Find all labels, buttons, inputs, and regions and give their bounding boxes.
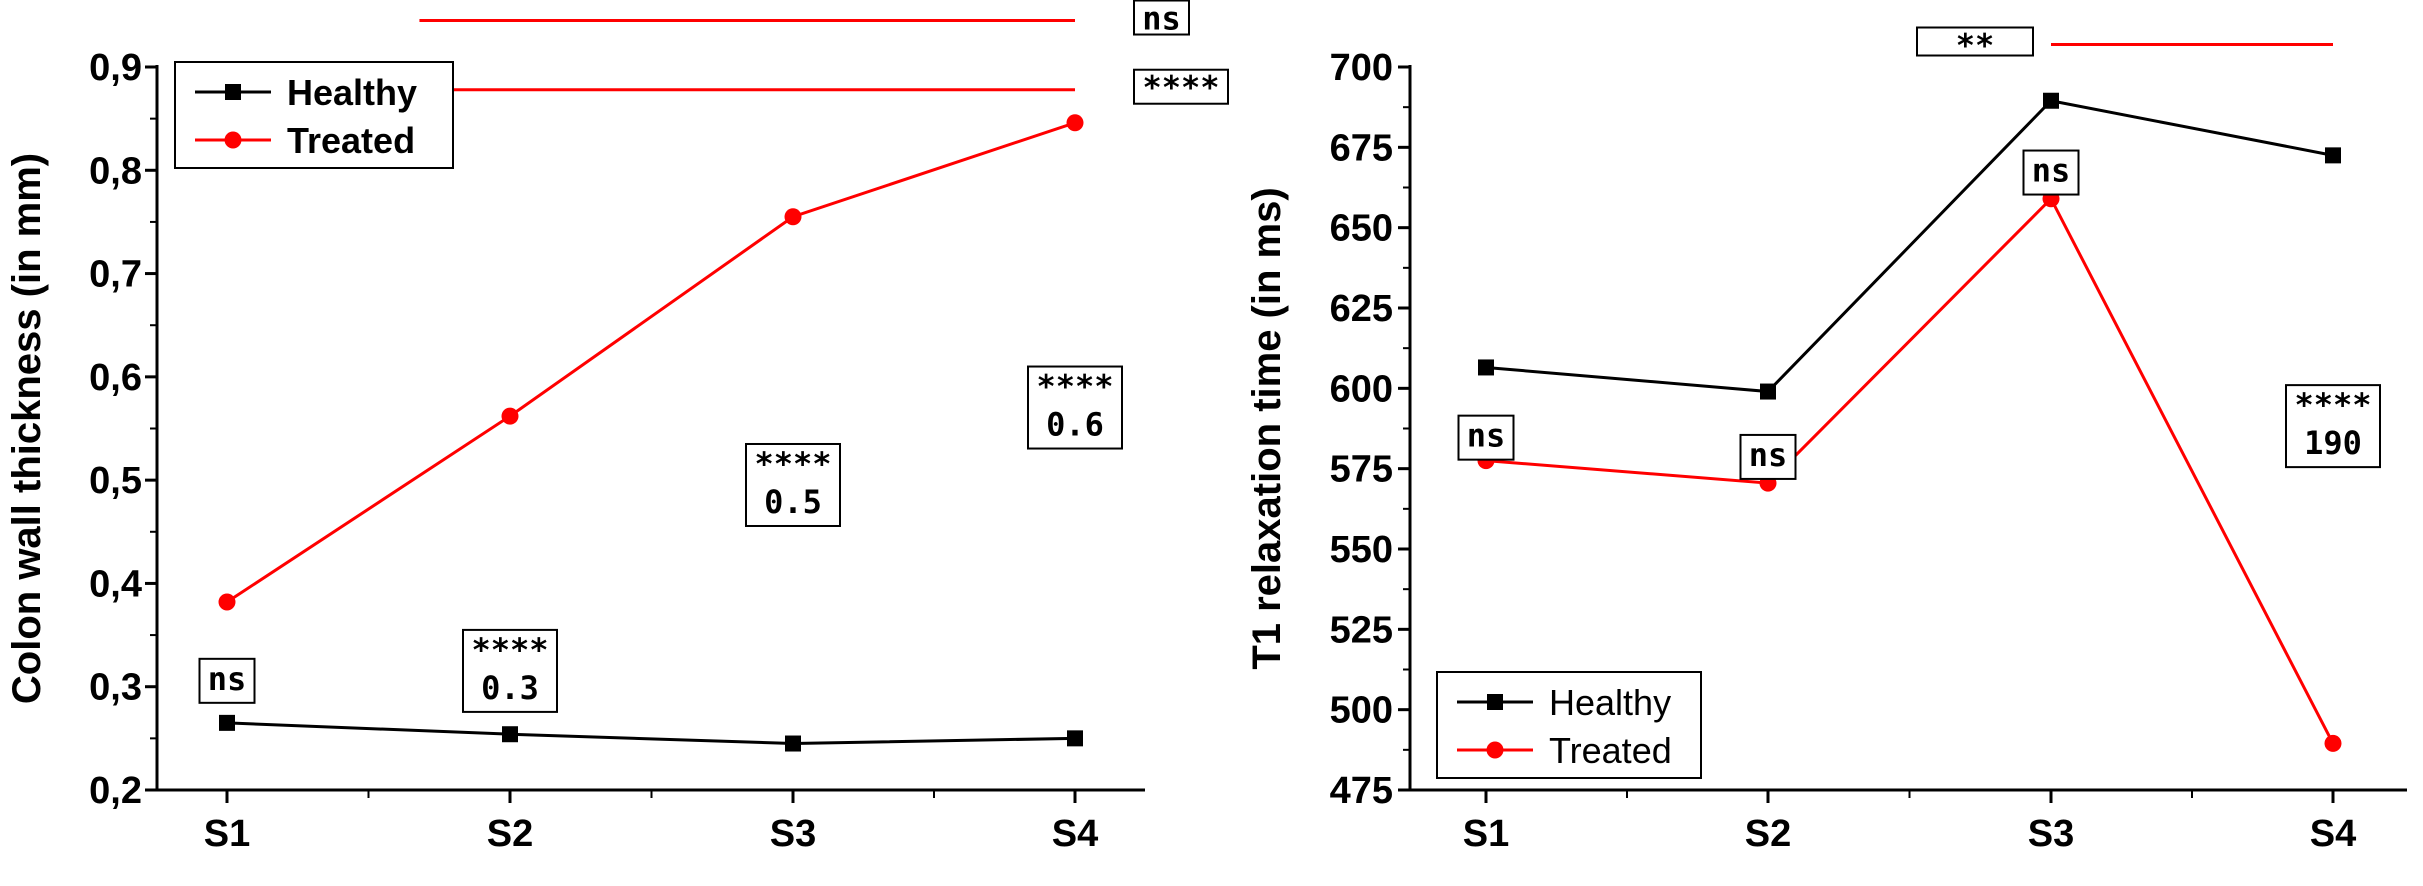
y-tick-label: 550: [1330, 529, 1393, 571]
x-tick-label: S3: [770, 813, 816, 855]
x-tick-label: S2: [1745, 813, 1791, 855]
y-axis-label: Colon wall thickness (in mm): [5, 153, 49, 704]
y-tick-label: 0,5: [89, 460, 142, 502]
y-tick-label: 500: [1330, 690, 1393, 732]
data-point-healthy-s4: [1067, 730, 1083, 747]
data-point-healthy-s1: [1478, 359, 1494, 376]
y-tick-label: 575: [1330, 449, 1393, 491]
annotation-s3-box: [745, 442, 841, 527]
x-tick-label: S2: [487, 813, 533, 855]
annotation-s4-text: ****: [2294, 386, 2371, 424]
x-tick-label: S3: [2028, 813, 2074, 855]
legend-label-treated: Treated: [1549, 730, 1672, 771]
legend-marker: [1486, 741, 1504, 759]
legend-marker: [224, 131, 242, 149]
x-tick-label: S1: [1463, 813, 1509, 855]
y-tick-label: 625: [1330, 288, 1393, 330]
data-point-healthy-s3: [2043, 92, 2059, 109]
legend-label-healthy: Healthy: [287, 72, 417, 113]
series-line-treated: [226, 121, 1076, 604]
legend-box: [174, 61, 454, 169]
data-point-healthy-s4: [2325, 147, 2341, 164]
series-line-healthy: [226, 721, 1076, 746]
annotation-s1-text: ns: [208, 660, 247, 698]
annotation-s4-text: ****: [1036, 368, 1113, 406]
x-tick-label: S4: [2310, 813, 2356, 855]
y-tick-label: 600: [1330, 368, 1393, 410]
legend-label-healthy: Healthy: [1549, 682, 1671, 723]
data-point-treated-s3: [784, 208, 802, 226]
data-point-treated-s4: [1066, 114, 1084, 132]
annotation-s4-box: [2285, 384, 2381, 469]
annotation-s1-box: [198, 657, 256, 704]
y-tick-label: 0,6: [89, 357, 142, 399]
y-tick-label: 675: [1330, 127, 1393, 169]
annotation-s3-text: 0.5: [764, 483, 822, 521]
bracket-label: ****: [1142, 69, 1219, 107]
legend-marker: [225, 84, 241, 100]
legend-label-treated: Treated: [287, 120, 415, 161]
annotation-s2-text: ns: [1749, 436, 1788, 474]
data-point-treated-s2: [501, 407, 519, 425]
annotation-s4-box: [1027, 365, 1123, 450]
y-tick-label: 475: [1330, 770, 1393, 812]
annotation-s4-text: 0.6: [1046, 406, 1104, 444]
bracket-label-box: [1916, 26, 2034, 57]
annotation-s1-text: ns: [1467, 417, 1506, 455]
annotation-s1-box: [1457, 414, 1515, 461]
bracket-label: ns: [1142, 0, 1181, 38]
data-point-treated-s1: [218, 593, 236, 611]
series-line-healthy: [1485, 99, 2334, 394]
annotation-s4-text: 190: [2304, 424, 2362, 462]
y-tick-label: 650: [1330, 208, 1393, 250]
annotation-s2-text: ****: [471, 631, 548, 669]
annotation-s3-box: [2022, 149, 2080, 196]
y-tick-label: 525: [1330, 609, 1393, 651]
t1-relaxation-chart: 475 500 525 550 575 600 625 650 675 700 S1 S2 S3 S4 T1…: [1245, 26, 2407, 855]
legend-marker: [1487, 694, 1503, 710]
y-tick-label: 0,7: [89, 254, 142, 296]
data-point-healthy-s2: [1760, 383, 1776, 400]
data-point-treated-s4: [2324, 734, 2342, 752]
y-tick-label: 0,2: [89, 770, 142, 812]
x-tick-label: S1: [204, 813, 250, 855]
y-tick-label: 0,8: [89, 150, 142, 192]
annotation-s3-text: ****: [754, 445, 831, 483]
y-tick-label: 0,9: [89, 47, 142, 89]
y-axis-label: T1 relaxation time (in ms): [1245, 187, 1289, 669]
y-tick-label: 0,3: [89, 667, 142, 709]
x-tick-label: S4: [1052, 813, 1098, 855]
thickness-chart: 0,2 0,3 0,4 0,5 0,6 0,7 0,8 0,9 S1 S2 S3 S4 Colon wa…: [5, 0, 1229, 855]
bracket-label: **: [1956, 27, 1995, 65]
data-point-healthy-s2: [502, 726, 518, 743]
y-tick-label: 700: [1330, 47, 1393, 89]
bracket-label-box: [1133, 0, 1190, 36]
annotation-s2-box: [462, 628, 558, 713]
data-point-healthy-s3: [785, 735, 801, 752]
series-line-treated: [1485, 196, 2335, 745]
legend-box: [1436, 671, 1702, 779]
annotation-s3-text: ns: [2032, 152, 2071, 190]
annotation-s2-text: 0.3: [481, 669, 539, 707]
bracket-label-box: [1133, 68, 1229, 105]
data-point-healthy-s1: [219, 714, 235, 731]
annotation-s2-box: [1739, 433, 1797, 480]
y-tick-label: 0,4: [89, 563, 142, 605]
